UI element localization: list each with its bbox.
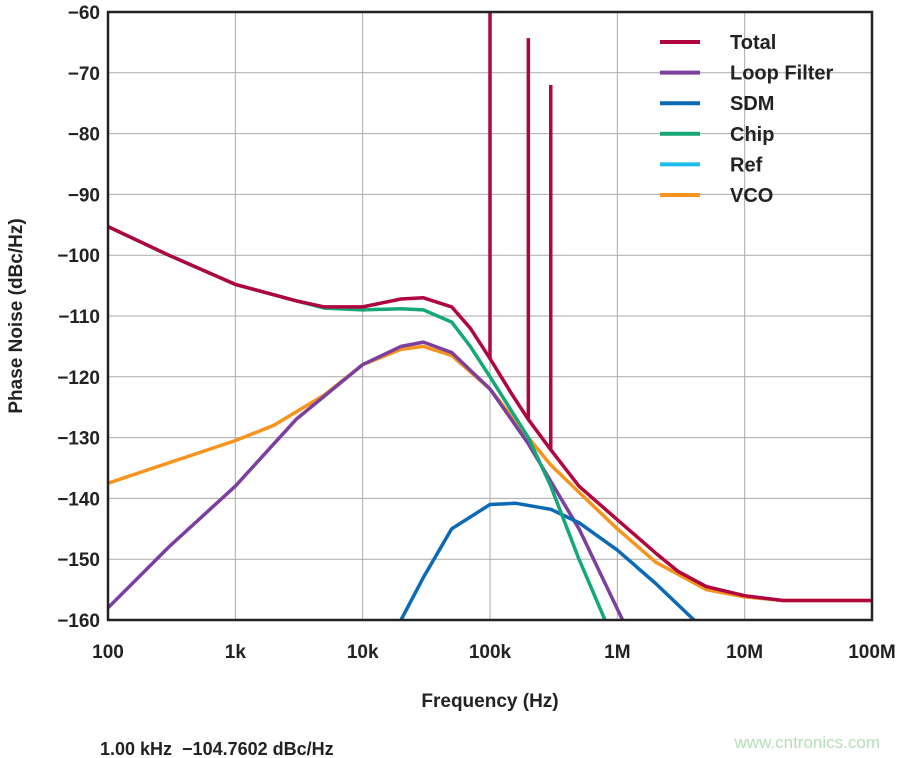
x-tick-label: 100 [92,642,124,663]
tick-labels: 100 1k 10k 100k 1M 10M 100M −60 −70 −80 −90 −100 −11… [57,3,896,663]
y-tick-label: −60 [68,3,100,24]
legend-label: VCO [730,185,773,207]
y-axis-label: Phase Noise (dBc/Hz) [6,218,27,413]
y-tick-label: −90 [68,185,100,206]
x-tick-label: 100k [469,642,512,663]
y-tick-label: −130 [57,429,100,450]
legend-label: SDM [730,93,774,115]
series-line-loop-filter [108,340,625,620]
y-tick-label: −100 [57,246,100,267]
y-tick-label: −140 [57,489,100,510]
legend-label: Total [730,32,776,54]
x-tick-label: 1k [225,642,247,663]
series-line-sdm [399,501,696,620]
x-tick-label: 10M [726,642,763,663]
y-tick-label: −80 [68,125,100,146]
y-tick-label: −150 [57,550,100,571]
y-tick-label: −160 [57,611,100,632]
legend-label: Loop Filter [730,63,834,85]
legend-label: Ref [730,154,763,176]
cursor-readout: 1.00 kHz −104.7602 dBc/Hz [100,739,334,758]
series-line-total [108,225,872,603]
x-axis-label: Frequency (Hz) [421,691,558,712]
watermark: www.cntronics.com [734,733,880,752]
y-tick-label: −70 [68,64,100,85]
x-tick-label: 10k [347,642,379,663]
x-tick-label: 1M [604,642,630,663]
x-tick-label: 100M [848,642,896,663]
legend: Total Loop Filter SDM Chip Ref VCO [660,32,834,207]
series-group [108,12,872,620]
y-tick-label: −120 [57,368,100,389]
legend-label: Chip [730,124,774,146]
plot-frame [106,10,874,622]
y-tick-label: −110 [58,307,100,328]
